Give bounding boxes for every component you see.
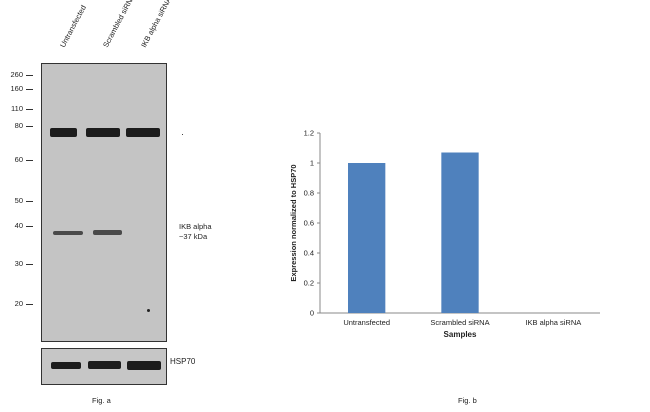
- y-tick-label: 0.4: [304, 249, 314, 258]
- mw-tick: [26, 126, 33, 127]
- mw-tick: [26, 264, 33, 265]
- y-tick-label: 1.2: [304, 129, 314, 138]
- x-tick-label: IKB alpha siRNA: [525, 318, 581, 327]
- y-tick-label: 0: [310, 309, 314, 318]
- ikb-target-label: IKB alpha: [179, 222, 212, 231]
- fig-b-caption: Fig. b: [458, 396, 477, 405]
- mw-marker-50: 50: [14, 196, 23, 205]
- mw-marker-40: 40: [14, 221, 23, 230]
- mw-marker-80: 80: [14, 121, 23, 130]
- band-hsp70-lane1: [51, 362, 81, 369]
- mw-marker-60: 60: [14, 155, 23, 164]
- mw-tick: [26, 304, 33, 305]
- band-80kda-lane3: [126, 128, 160, 137]
- blot-speck: [147, 309, 150, 312]
- band-80kda-lane1: [50, 128, 77, 137]
- lane-label-scrambled: Scrambled siRNA: [101, 0, 137, 49]
- ikb-size-label: ~37 kDa: [179, 232, 208, 241]
- lane-label-ikb-sirna: IKB alpha siRNA: [139, 0, 174, 50]
- mw-tick: [26, 109, 33, 110]
- mw-marker-160: 160: [10, 84, 23, 93]
- band-marker-dot: ·: [181, 129, 184, 139]
- mw-tick: [26, 226, 33, 227]
- mw-marker-260: 260: [10, 70, 23, 79]
- mw-marker-30: 30: [14, 259, 23, 268]
- mw-tick: [26, 160, 33, 161]
- band-ikb-lane1: [53, 231, 83, 235]
- band-ikb-lane2: [93, 230, 122, 235]
- mw-tick: [26, 89, 33, 90]
- mw-tick: [26, 75, 33, 76]
- mw-marker-20: 20: [14, 299, 23, 308]
- fig-a-caption: Fig. a: [92, 396, 111, 405]
- lane-label-untransfected: Untransfected: [58, 3, 88, 49]
- x-tick-label: Untransfected: [343, 318, 390, 327]
- band-hsp70-lane2: [88, 361, 121, 369]
- bar-0: [348, 163, 386, 313]
- y-axis-label: Expression normalized to HSP70: [289, 164, 298, 281]
- band-hsp70-lane3: [127, 361, 161, 370]
- mw-tick: [26, 201, 33, 202]
- y-tick-label: 0.2: [304, 279, 314, 288]
- bar-1: [441, 152, 479, 313]
- blot-loading-control-panel: [41, 348, 167, 385]
- x-axis-label: Samples: [444, 330, 477, 339]
- y-tick-label: 0.8: [304, 189, 314, 198]
- y-tick-label: 1: [310, 159, 314, 168]
- hsp70-label: HSP70: [170, 357, 196, 366]
- y-tick-label: 0.6: [304, 219, 314, 228]
- blot-main-panel: [41, 63, 167, 342]
- bar-chart: 0 0.2 0.4 0.6 0.8 1 1.2 Untransfected Scrambled…: [289, 129, 600, 339]
- x-tick-label: Scrambled siRNA: [430, 318, 489, 327]
- mw-marker-110: 110: [11, 104, 23, 113]
- band-80kda-lane2: [86, 128, 120, 137]
